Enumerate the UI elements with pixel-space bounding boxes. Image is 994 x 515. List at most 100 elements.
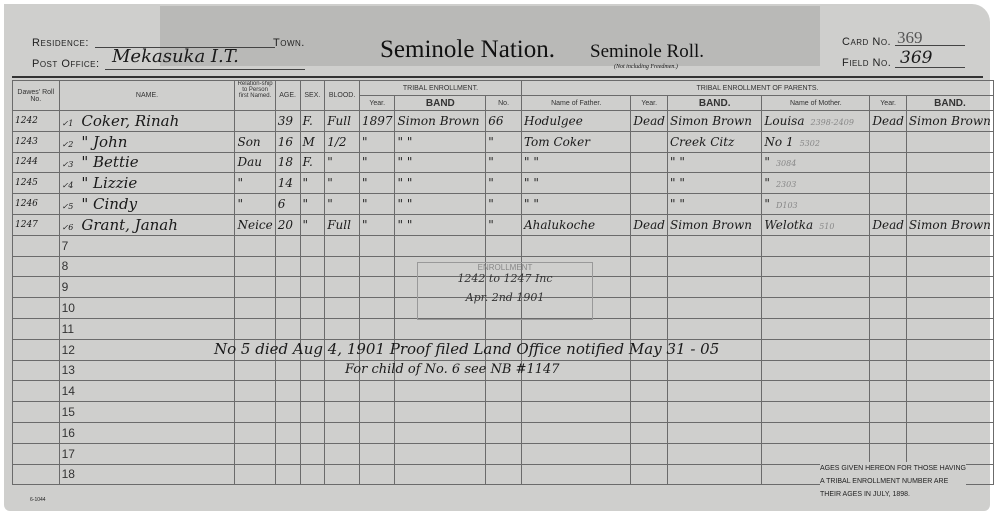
table-cell <box>520 401 632 423</box>
table-cell <box>869 130 907 153</box>
table-cell: 7 <box>58 234 236 257</box>
table-cell: Creek Citz <box>666 130 763 153</box>
table-cell <box>274 276 301 299</box>
mother-roll-note: 510 <box>819 221 835 231</box>
table-cell <box>905 380 994 403</box>
table-cell <box>12 276 60 299</box>
field-no-value: 369 <box>900 48 933 68</box>
table-row: 10 <box>12 297 994 319</box>
table-cell <box>905 317 994 340</box>
table-cell <box>761 276 871 299</box>
table-cell <box>905 255 994 278</box>
table-cell <box>274 317 301 340</box>
line-check: ✓6 <box>61 222 74 232</box>
table-cell <box>869 401 907 423</box>
table-cell <box>394 442 487 465</box>
table-cell <box>394 317 487 340</box>
table-row: 15 <box>12 401 994 423</box>
table-cell <box>234 110 276 132</box>
table-cell <box>905 130 994 153</box>
table-cell <box>485 401 522 423</box>
table-cell <box>394 421 487 444</box>
table-cell: 12 <box>58 338 236 361</box>
table-cell: ✓1 Coker, Rinah <box>58 110 236 132</box>
table-cell <box>761 380 871 403</box>
table-cell <box>869 172 907 195</box>
table-cell: 10 <box>58 297 236 319</box>
table-cell <box>358 276 396 299</box>
table-cell: " <box>485 130 522 153</box>
table-row: 12 <box>12 338 994 361</box>
table-cell: 1245 <box>12 172 60 195</box>
table-cell <box>324 380 360 403</box>
table-cell <box>630 151 668 174</box>
col-dawes: Dawes' Roll No. <box>12 80 60 111</box>
col-father-band: BAND. <box>666 95 763 111</box>
table-cell <box>12 421 60 444</box>
table-cell <box>324 317 360 340</box>
table-cell <box>630 380 668 403</box>
table-row: 16 <box>12 421 994 444</box>
table-cell <box>299 234 326 257</box>
table-cell <box>905 297 994 319</box>
col-father: Name of Father. <box>520 95 632 111</box>
table-cell <box>520 463 632 486</box>
table-cell <box>869 359 907 382</box>
table-cell <box>358 380 396 403</box>
table-cell <box>905 193 994 215</box>
table-cell <box>761 338 871 361</box>
table-cell <box>666 442 763 465</box>
table-cell <box>905 442 994 465</box>
table-cell: Full <box>324 213 360 236</box>
table-cell <box>394 380 487 403</box>
table-cell: ✓3 " Bettie <box>58 151 236 174</box>
table-cell: 1244 <box>12 151 60 174</box>
residence-label: Residence: <box>32 37 89 49</box>
table-cell: 1246 <box>12 193 60 215</box>
table-cell: " <box>358 213 396 236</box>
table-cell <box>869 338 907 361</box>
table-cell: " " <box>394 172 487 195</box>
table-cell <box>234 380 276 403</box>
table-cell <box>12 442 60 465</box>
table-cell <box>905 401 994 423</box>
table-cell: 1242 <box>12 110 60 132</box>
table-cell: Welotka 510 <box>761 213 871 236</box>
table-cell <box>324 255 360 278</box>
table-row: 1245 ✓4 " Lizzie " 14 " " " " " " " " " " " 2303 <box>12 172 994 195</box>
table-cell <box>666 380 763 403</box>
table-cell <box>234 463 276 486</box>
card-no-value: 369 <box>897 28 923 47</box>
table-row: 17 <box>12 442 994 465</box>
table-cell: 11 <box>58 317 236 340</box>
table-cell <box>520 421 632 444</box>
table-cell: " " <box>394 213 487 236</box>
table-cell <box>358 401 396 423</box>
mother-name: No 1 <box>764 134 794 149</box>
table-cell <box>299 317 326 340</box>
table-row: 8 <box>12 255 994 278</box>
table-cell <box>520 234 632 257</box>
member-name: " Bettie <box>81 153 139 172</box>
table-cell <box>630 359 668 382</box>
table-cell: ✓4 " Lizzie <box>58 172 236 195</box>
table-cell: Hodulgee <box>520 110 632 132</box>
table-cell: 1247 <box>12 213 60 236</box>
table-cell: " <box>299 193 326 215</box>
post-office-label: Post Office: <box>32 58 100 70</box>
table-cell: 14 <box>274 172 301 195</box>
member-name: " Lizzie <box>81 174 138 193</box>
table-cell: Neice <box>234 213 276 236</box>
line-check: ✓5 <box>61 202 74 212</box>
roll-subtitle: (Not including Freedmen.) <box>614 64 678 70</box>
table-cell: 1897 <box>358 110 396 132</box>
post-office-value: Mekasuka I.T. <box>112 46 239 67</box>
member-name: " Cindy <box>81 195 138 214</box>
table-cell <box>12 234 60 257</box>
table-cell: Simon Brown <box>905 213 994 236</box>
table-cell <box>234 297 276 319</box>
table-cell <box>274 255 301 278</box>
col-mother-band: BAND. <box>905 95 994 111</box>
col-year: Year. <box>358 95 396 111</box>
table-cell: " <box>299 213 326 236</box>
